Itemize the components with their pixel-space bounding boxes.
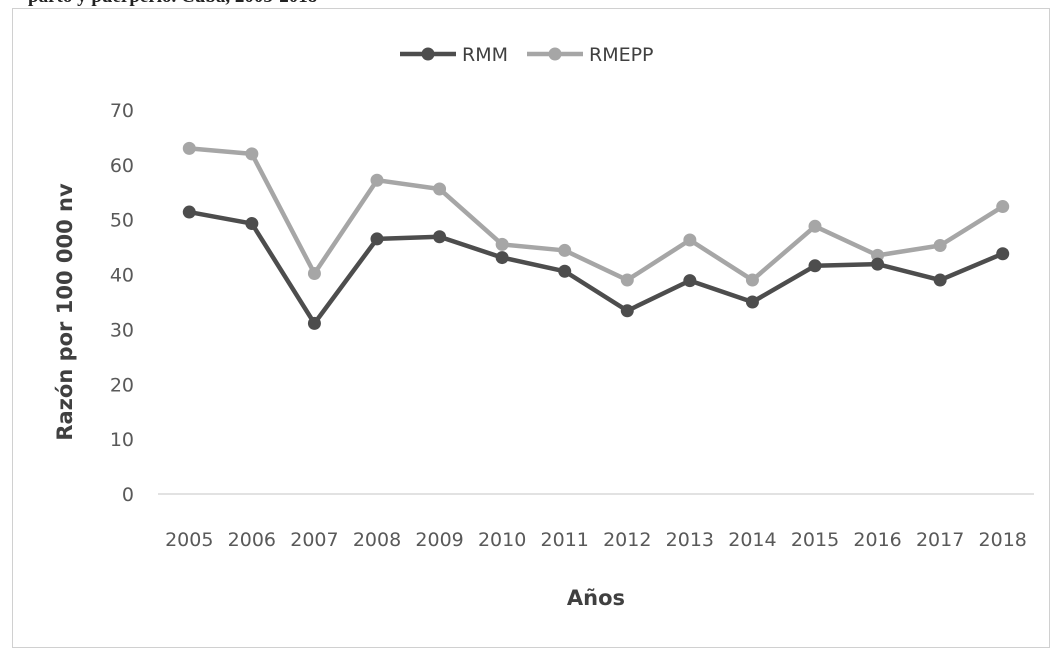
series-rmepp: [182, 141, 1010, 287]
data-point: [307, 266, 321, 280]
data-point: [370, 232, 384, 246]
x-tick-label: 2005: [165, 529, 213, 551]
x-tick-label: 2014: [728, 529, 776, 551]
y-axis-ticks: 0 10 20 30 40 50 60 70: [110, 100, 134, 506]
series-line: [188, 209, 1004, 326]
legend-swatch-marker: [421, 47, 435, 61]
legend-item-rmm: RMM: [400, 44, 508, 66]
data-point: [933, 238, 947, 252]
data-point: [996, 200, 1010, 214]
legend: RMM RMEPP: [400, 44, 654, 66]
y-tick-label: 50: [110, 210, 134, 232]
legend-item-rmepp: RMEPP: [527, 44, 654, 66]
x-tick-label: 2018: [979, 529, 1027, 551]
x-tick-label: 2010: [478, 529, 526, 551]
x-tick-label: 2012: [603, 529, 651, 551]
series-layer: [182, 141, 1010, 330]
legend-label: RMEPP: [589, 44, 654, 66]
data-point: [433, 182, 447, 196]
data-point: [370, 173, 384, 187]
chart-frame: [12, 8, 1050, 648]
legend-swatch-marker: [548, 47, 562, 61]
data-point: [808, 259, 822, 273]
data-point: [871, 257, 885, 271]
y-tick-label: 20: [110, 374, 134, 396]
y-axis-title: Razón por 100 000 nv: [53, 183, 77, 441]
x-tick-label: 2007: [290, 529, 338, 551]
y-tick-label: 70: [110, 100, 134, 122]
data-point: [620, 273, 634, 287]
data-point: [808, 219, 822, 233]
data-point: [745, 295, 759, 309]
x-tick-label: 2015: [791, 529, 839, 551]
data-point: [245, 147, 259, 161]
data-point: [182, 205, 196, 219]
x-tick-label: 2017: [916, 529, 964, 551]
x-tick-label: 2011: [541, 529, 589, 551]
x-tick-label: 2013: [666, 529, 714, 551]
y-tick-label: 40: [110, 265, 134, 287]
data-point: [182, 141, 196, 155]
data-point: [307, 316, 321, 330]
data-point: [683, 233, 697, 247]
data-point: [558, 243, 572, 257]
x-axis-title: Años: [567, 586, 625, 610]
data-point: [933, 273, 947, 287]
data-point: [495, 237, 509, 251]
x-tick-label: 2008: [353, 529, 401, 551]
x-tick-label: 2006: [228, 529, 276, 551]
legend-label: RMM: [462, 44, 508, 66]
series-rmm: [182, 205, 1010, 330]
data-point: [620, 304, 634, 318]
y-tick-label: 0: [122, 484, 134, 506]
y-tick-label: 60: [110, 155, 134, 177]
data-point: [245, 217, 259, 231]
series-line: [189, 146, 1004, 283]
data-point: [996, 247, 1010, 261]
x-tick-label: 2009: [415, 529, 463, 551]
y-tick-label: 30: [110, 319, 134, 341]
data-point: [683, 274, 697, 288]
data-point: [495, 251, 509, 265]
y-tick-label: 10: [110, 429, 134, 451]
data-point: [433, 230, 447, 244]
data-point: [558, 264, 572, 278]
data-point: [745, 273, 759, 287]
x-tick-label: 2016: [853, 529, 901, 551]
figure-caption-fragment: parto y puerperio. Cuba, 2005-2018: [28, 0, 1028, 8]
x-axis-ticks: 2005 2006 2007 2008 2009 2010 2011 2012 2013 2014…: [165, 529, 1027, 551]
